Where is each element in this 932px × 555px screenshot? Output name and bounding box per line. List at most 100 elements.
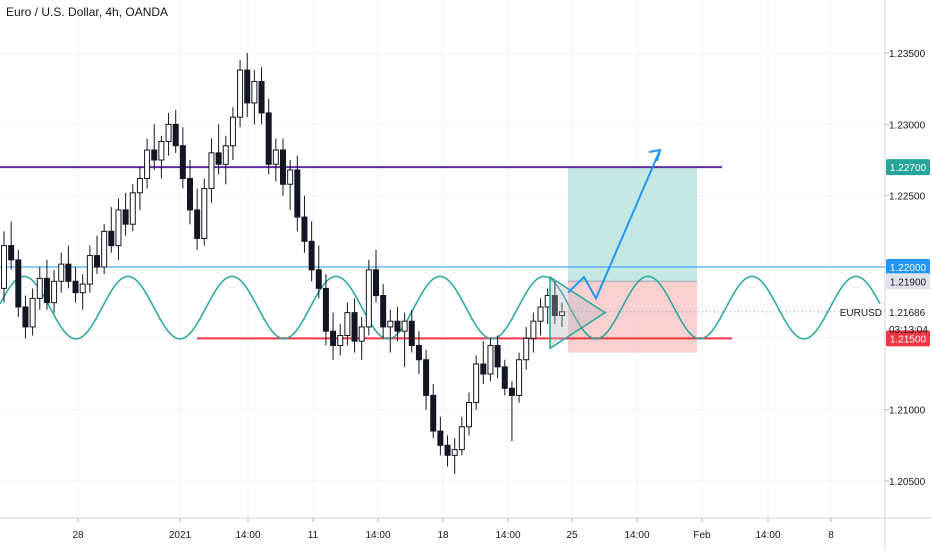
candle-body [516,359,523,396]
price-tag-label: 1.21500 [890,334,927,345]
triangle-pattern [549,275,607,350]
candle-body [158,140,165,161]
candle-body [401,320,408,332]
price-tags: 1.22700 1.22000 1.21900 1.21500 EURUSD 1.2168… [562,159,930,347]
candle-body [43,277,50,304]
price-tag-label: 1.22000 [890,263,927,274]
candle-body [487,344,494,375]
candle-body [415,344,422,361]
candle-body [480,363,487,375]
candle-body [101,230,108,268]
candle-body [373,269,379,297]
x-tick-label: 14:00 [495,530,520,541]
candle-body [179,145,186,180]
candle-body [537,306,544,322]
candle-body [458,426,465,451]
projection-path [567,149,661,301]
candle-body [523,337,530,361]
candle-body [72,280,79,294]
x-tick-label: 8 [828,530,834,541]
price-tag [886,259,930,275]
candle-body [122,209,129,225]
candle-body [351,312,358,342]
candlesticks [1,53,565,474]
candle-body [315,269,322,289]
candle-body [201,188,208,239]
candle-body [344,312,351,336]
candle-body [51,280,58,304]
symbol-label: EURUSD [840,308,882,319]
candle-body [15,259,22,308]
x-tick-label: 14:00 [365,530,390,541]
chart-title: Euro / U.S. Dollar, 4h, OANDA [6,5,169,19]
x-tick-label: 14:00 [235,530,260,541]
candle-body [444,444,451,456]
y-tick-label: 1.23000 [889,120,926,131]
x-tick-label: 28 [72,530,84,541]
candle-body [423,359,430,396]
candle-body [451,449,458,456]
y-tick-label: 1.21000 [889,406,926,417]
x-tick-label: 2021 [169,530,192,541]
candle-body [58,263,65,282]
candle-body [430,394,437,432]
candle-body [387,320,394,328]
candle-body [551,295,558,317]
candle-body [194,209,201,239]
candle-body [287,169,294,185]
candle-body [251,81,258,104]
price-tag-label: 1.22700 [890,163,927,174]
y-tick-label: 1.23500 [889,49,926,60]
projection-drawings [549,148,662,350]
candle-body [22,306,29,328]
candle-body [29,297,36,328]
candle-body [530,320,537,339]
candle-body [473,363,480,404]
candle-body [237,69,244,118]
candle-body [129,192,136,225]
candle-body [365,269,372,328]
price-tag-label: 1.21900 [890,277,927,288]
candle-body [36,277,43,299]
sine-wave-drawing [0,275,885,340]
x-tick-label: 14:00 [624,530,649,541]
candle-body [172,123,179,147]
candle-body [208,152,215,190]
x-tick-label: 25 [566,530,578,541]
candle-body [330,330,337,346]
candle-body [258,81,265,114]
price-tag [886,159,930,176]
sine-wave [0,275,885,340]
last-price-value: 1.21686 [889,308,926,319]
candle-body [466,402,472,428]
candle-body [322,287,329,332]
candle-body [86,255,93,285]
candle-body [94,255,100,268]
price-tag [886,273,930,290]
y-tick-label: 1.22500 [889,192,926,203]
candle-body [408,320,415,346]
candle-body [265,112,272,165]
x-tick-label: 11 [308,530,319,541]
candle-body [494,344,501,368]
candle-body [501,366,508,389]
stop-zone [568,281,697,353]
candle-body [294,169,301,218]
candle-body [437,430,444,446]
position-zones [568,167,697,353]
candle-body [358,326,365,342]
candle-body [215,152,222,165]
candle-body [79,283,86,294]
candle-body [165,123,172,142]
candle-body [8,245,15,261]
x-tick-label: 14:00 [755,530,780,541]
candle-body [272,149,279,165]
candle-body [380,295,387,328]
candle-body [144,149,151,180]
projection-arrowhead [648,148,662,162]
candle-body [244,69,251,104]
candle-body [108,230,115,247]
